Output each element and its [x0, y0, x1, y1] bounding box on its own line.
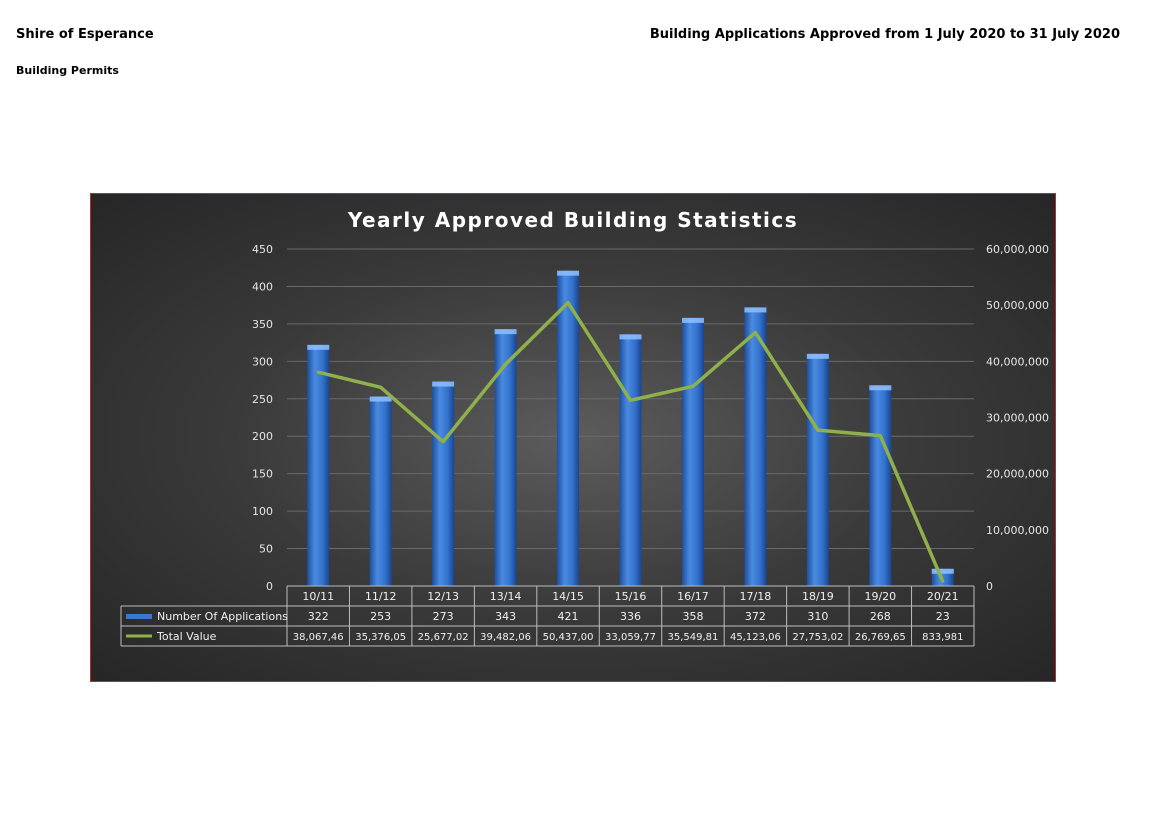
- bar: [806, 353, 829, 586]
- line-point: [816, 428, 820, 432]
- line-point: [941, 579, 945, 583]
- y-left-tick-label: 250: [252, 393, 273, 406]
- line-point: [441, 440, 445, 444]
- x-tick-label: 13/14: [490, 590, 522, 603]
- legend-key-applications: [126, 614, 152, 619]
- y-right-tick-label: 30,000,000: [986, 412, 1049, 425]
- data-label-total-value: 25,677,02: [418, 632, 469, 643]
- x-tick-label: 12/13: [427, 590, 459, 603]
- y-right-tick-label: 20,000,000: [986, 468, 1049, 481]
- line-point: [316, 370, 320, 374]
- y-left-tick-label: 0: [266, 580, 273, 593]
- bar-cap: [494, 329, 517, 335]
- data-label-total-value: 50,437,00: [543, 632, 594, 643]
- y-left-tick-label: 350: [252, 318, 273, 331]
- data-label-applications: 343: [495, 610, 516, 623]
- y-right-tick-label: 60,000,000: [986, 243, 1049, 256]
- y-left-tick-label: 400: [252, 280, 273, 293]
- line-point: [566, 301, 570, 305]
- x-tick-label: 18/19: [802, 590, 834, 603]
- line-point: [629, 398, 632, 402]
- x-tick-label: 20/21: [927, 590, 959, 603]
- y-left-tick-label: 50: [259, 543, 273, 556]
- data-label-total-value: 35,376,05: [355, 632, 406, 643]
- data-label-applications: 23: [936, 610, 950, 623]
- legend-label-applications: Number Of Applications: [157, 610, 288, 623]
- data-label-applications: 322: [308, 610, 329, 623]
- data-label-total-value: 45,123,06: [730, 632, 781, 643]
- bar: [307, 344, 330, 586]
- y-left-tick-label: 150: [252, 468, 273, 481]
- chart-svg: Yearly Approved Building Statistics 0 50 1…: [120, 208, 1049, 647]
- x-tick-label: 14/15: [552, 590, 584, 603]
- data-label-total-value: 833,981: [922, 632, 963, 643]
- x-tick-label: 16/17: [677, 590, 709, 603]
- bar-cap: [869, 385, 892, 391]
- bar: [494, 329, 517, 586]
- org-name: Shire of Esperance: [16, 27, 154, 42]
- x-tick-label: 10/11: [302, 590, 334, 603]
- bar: [744, 307, 767, 586]
- data-label-applications: 421: [558, 610, 579, 623]
- bar: [557, 270, 580, 586]
- bar-cap: [619, 334, 642, 340]
- x-tick-label: 11/12: [365, 590, 397, 603]
- y-left-tick-label: 200: [252, 430, 273, 443]
- line-point: [878, 434, 882, 438]
- x-tick-label: 19/20: [864, 590, 896, 603]
- y-left-tick-label: 300: [252, 355, 273, 368]
- data-label-total-value: 26,769,65: [855, 632, 906, 643]
- report-title: Building Applications Approved from 1 Ju…: [649, 27, 1120, 42]
- data-label-total-value: 33,059,77: [605, 632, 656, 643]
- data-label-applications: 253: [370, 610, 391, 623]
- bar: [432, 381, 455, 586]
- bar: [869, 385, 892, 586]
- data-label-applications: 268: [870, 610, 891, 623]
- data-label-applications: 372: [745, 610, 766, 623]
- data-label-applications: 310: [807, 610, 828, 623]
- data-label-total-value: 27,753,02: [792, 632, 843, 643]
- bar-cap: [744, 307, 767, 313]
- line-point: [379, 385, 383, 389]
- y-right-tick-label: 10,000,000: [986, 524, 1049, 537]
- y-left-tick-label: 100: [252, 505, 273, 518]
- y-right-tick-label: 50,000,000: [986, 299, 1049, 312]
- y-right-tick-label: 40,000,000: [986, 355, 1049, 368]
- line-point: [504, 362, 508, 366]
- bar: [369, 396, 392, 586]
- bar: [619, 334, 642, 586]
- bar-cap: [557, 270, 580, 276]
- bar-cap: [681, 317, 704, 323]
- data-label-applications: 336: [620, 610, 641, 623]
- data-label-total-value: 39,482,06: [480, 632, 531, 643]
- data-label-total-value: 38,067,46: [293, 632, 344, 643]
- section-title: Building Permits: [16, 64, 119, 77]
- bar-cap: [931, 568, 954, 574]
- bar-cap: [432, 381, 455, 387]
- data-label-applications: 273: [433, 610, 454, 623]
- chart-container: Yearly Approved Building Statistics 0 50 1…: [90, 193, 1056, 682]
- legend-label-total-value: Total Value: [156, 630, 217, 643]
- chart-title: Yearly Approved Building Statistics: [347, 208, 798, 232]
- bar-cap: [806, 353, 829, 359]
- bar: [681, 317, 704, 586]
- line-point: [753, 331, 757, 335]
- data-label-applications: 358: [682, 610, 703, 623]
- bar-cap: [369, 396, 392, 402]
- x-tick-label: 17/18: [740, 590, 772, 603]
- y-left-tick-label: 450: [252, 243, 273, 256]
- bar-cap: [307, 344, 330, 350]
- y-right-tick-label: 0: [986, 580, 993, 593]
- data-label-total-value: 35,549,81: [668, 632, 719, 643]
- line-point: [691, 384, 695, 388]
- x-tick-label: 15/16: [615, 590, 647, 603]
